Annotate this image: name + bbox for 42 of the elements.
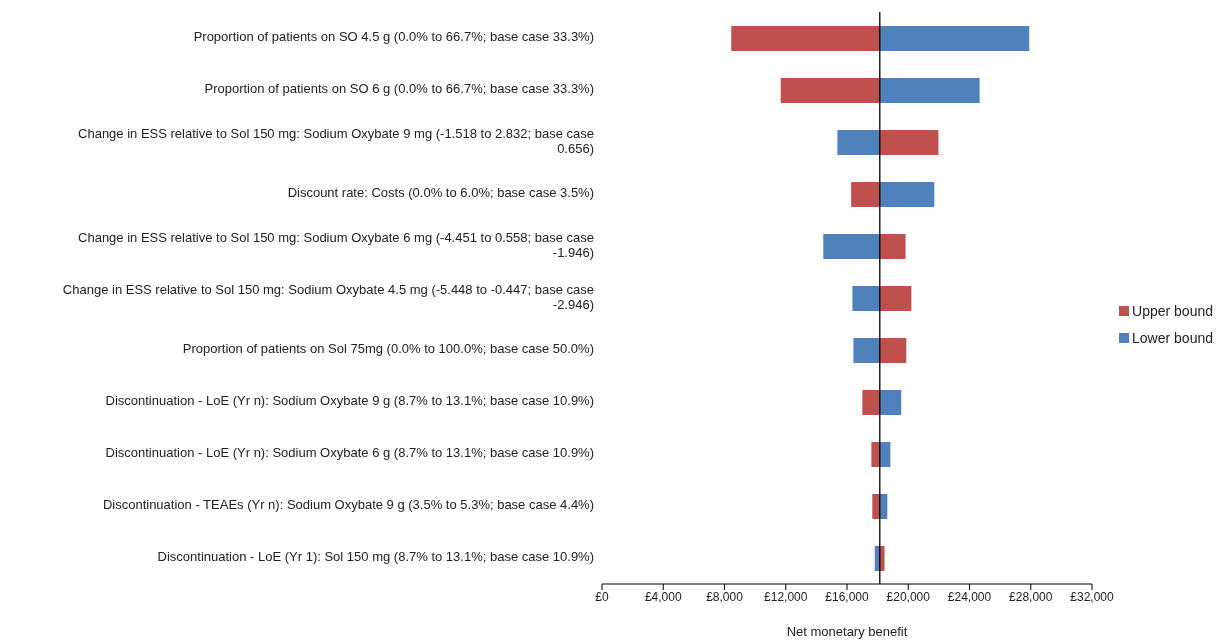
y-tick-label: Discount rate: Costs (0.0% to 6.0%; base case 3.5%): [287, 185, 594, 201]
bar: [879, 234, 906, 259]
y-tick-label: Discontinuation - LoE (Yr n): Sodium Oxybate 9 g (8.7% to 13.1%; base case 10.9%): [105, 393, 594, 409]
bar: [879, 390, 902, 415]
y-tick-label: Proportion of patients on SO 6 g (0.0% to 66.7%; base case 33.3%): [204, 81, 594, 97]
x-tick-label: £24,000: [947, 589, 992, 604]
bar: [879, 130, 939, 155]
x-tick-label: £32,000: [1070, 589, 1115, 604]
x-tick-label: £0: [595, 589, 609, 604]
bar: [879, 26, 1030, 51]
bar: [879, 182, 935, 207]
bar: [879, 338, 907, 363]
bar: [823, 234, 880, 259]
y-tick-label: Proportion of patients on SO 4.5 g (0.0% to 66.7%; base case 33.3%): [193, 29, 594, 45]
bar: [862, 390, 880, 415]
bar: [780, 78, 880, 103]
bar: [731, 26, 880, 51]
y-tick-label: Proportion of patients on Sol 75mg (0.0% to 100.0%; base case 50.0%): [182, 341, 594, 357]
legend-label: Lower bound: [1132, 329, 1213, 346]
bar: [837, 130, 880, 155]
x-axis-title: Net monetary benefit: [786, 624, 908, 639]
bar: [852, 286, 880, 311]
x-tick-label: £12,000: [764, 589, 808, 604]
bar: [851, 182, 880, 207]
y-tick-label: Change in ESS relative to Sol 150 mg: Sodium Oxybate 4.5 mg (-5.448 to -0.447; base case -2.946): [62, 281, 594, 312]
y-tick-label: Change in ESS relative to Sol 150 mg: Sodium Oxybate 9 mg (-1.518 to 2.832; base case 0.656): [78, 125, 594, 156]
y-tick-label: Change in ESS relative to Sol 150 mg: Sodium Oxybate 6 mg (-4.451 to 0.558; base case -1.946): [78, 229, 594, 260]
bar: [879, 286, 912, 311]
legend-label: Upper bound: [1132, 302, 1213, 319]
bar: [879, 442, 891, 467]
bar: [879, 546, 885, 571]
x-tick-label: £16,000: [825, 589, 870, 604]
x-tick-label: £28,000: [1009, 589, 1053, 604]
bar: [879, 494, 888, 519]
x-tick-label: £20,000: [886, 589, 931, 604]
x-tick-label: £4,000: [644, 589, 682, 604]
y-tick-label: Discontinuation - TEAEs (Yr n): Sodium Oxybate 9 g (3.5% to 5.3%; base case 4.4%): [102, 497, 594, 513]
bar: [853, 338, 880, 363]
x-tick-label: £8,000: [706, 589, 744, 604]
bar: [879, 78, 980, 103]
y-tick-label: Discontinuation - LoE (Yr n): Sodium Oxybate 6 g (8.7% to 13.1%; base case 10.9%): [105, 445, 594, 461]
y-tick-label: Discontinuation - LoE (Yr 1): Sol 150 mg (8.7% to 13.1%; base case 10.9%): [157, 549, 594, 565]
